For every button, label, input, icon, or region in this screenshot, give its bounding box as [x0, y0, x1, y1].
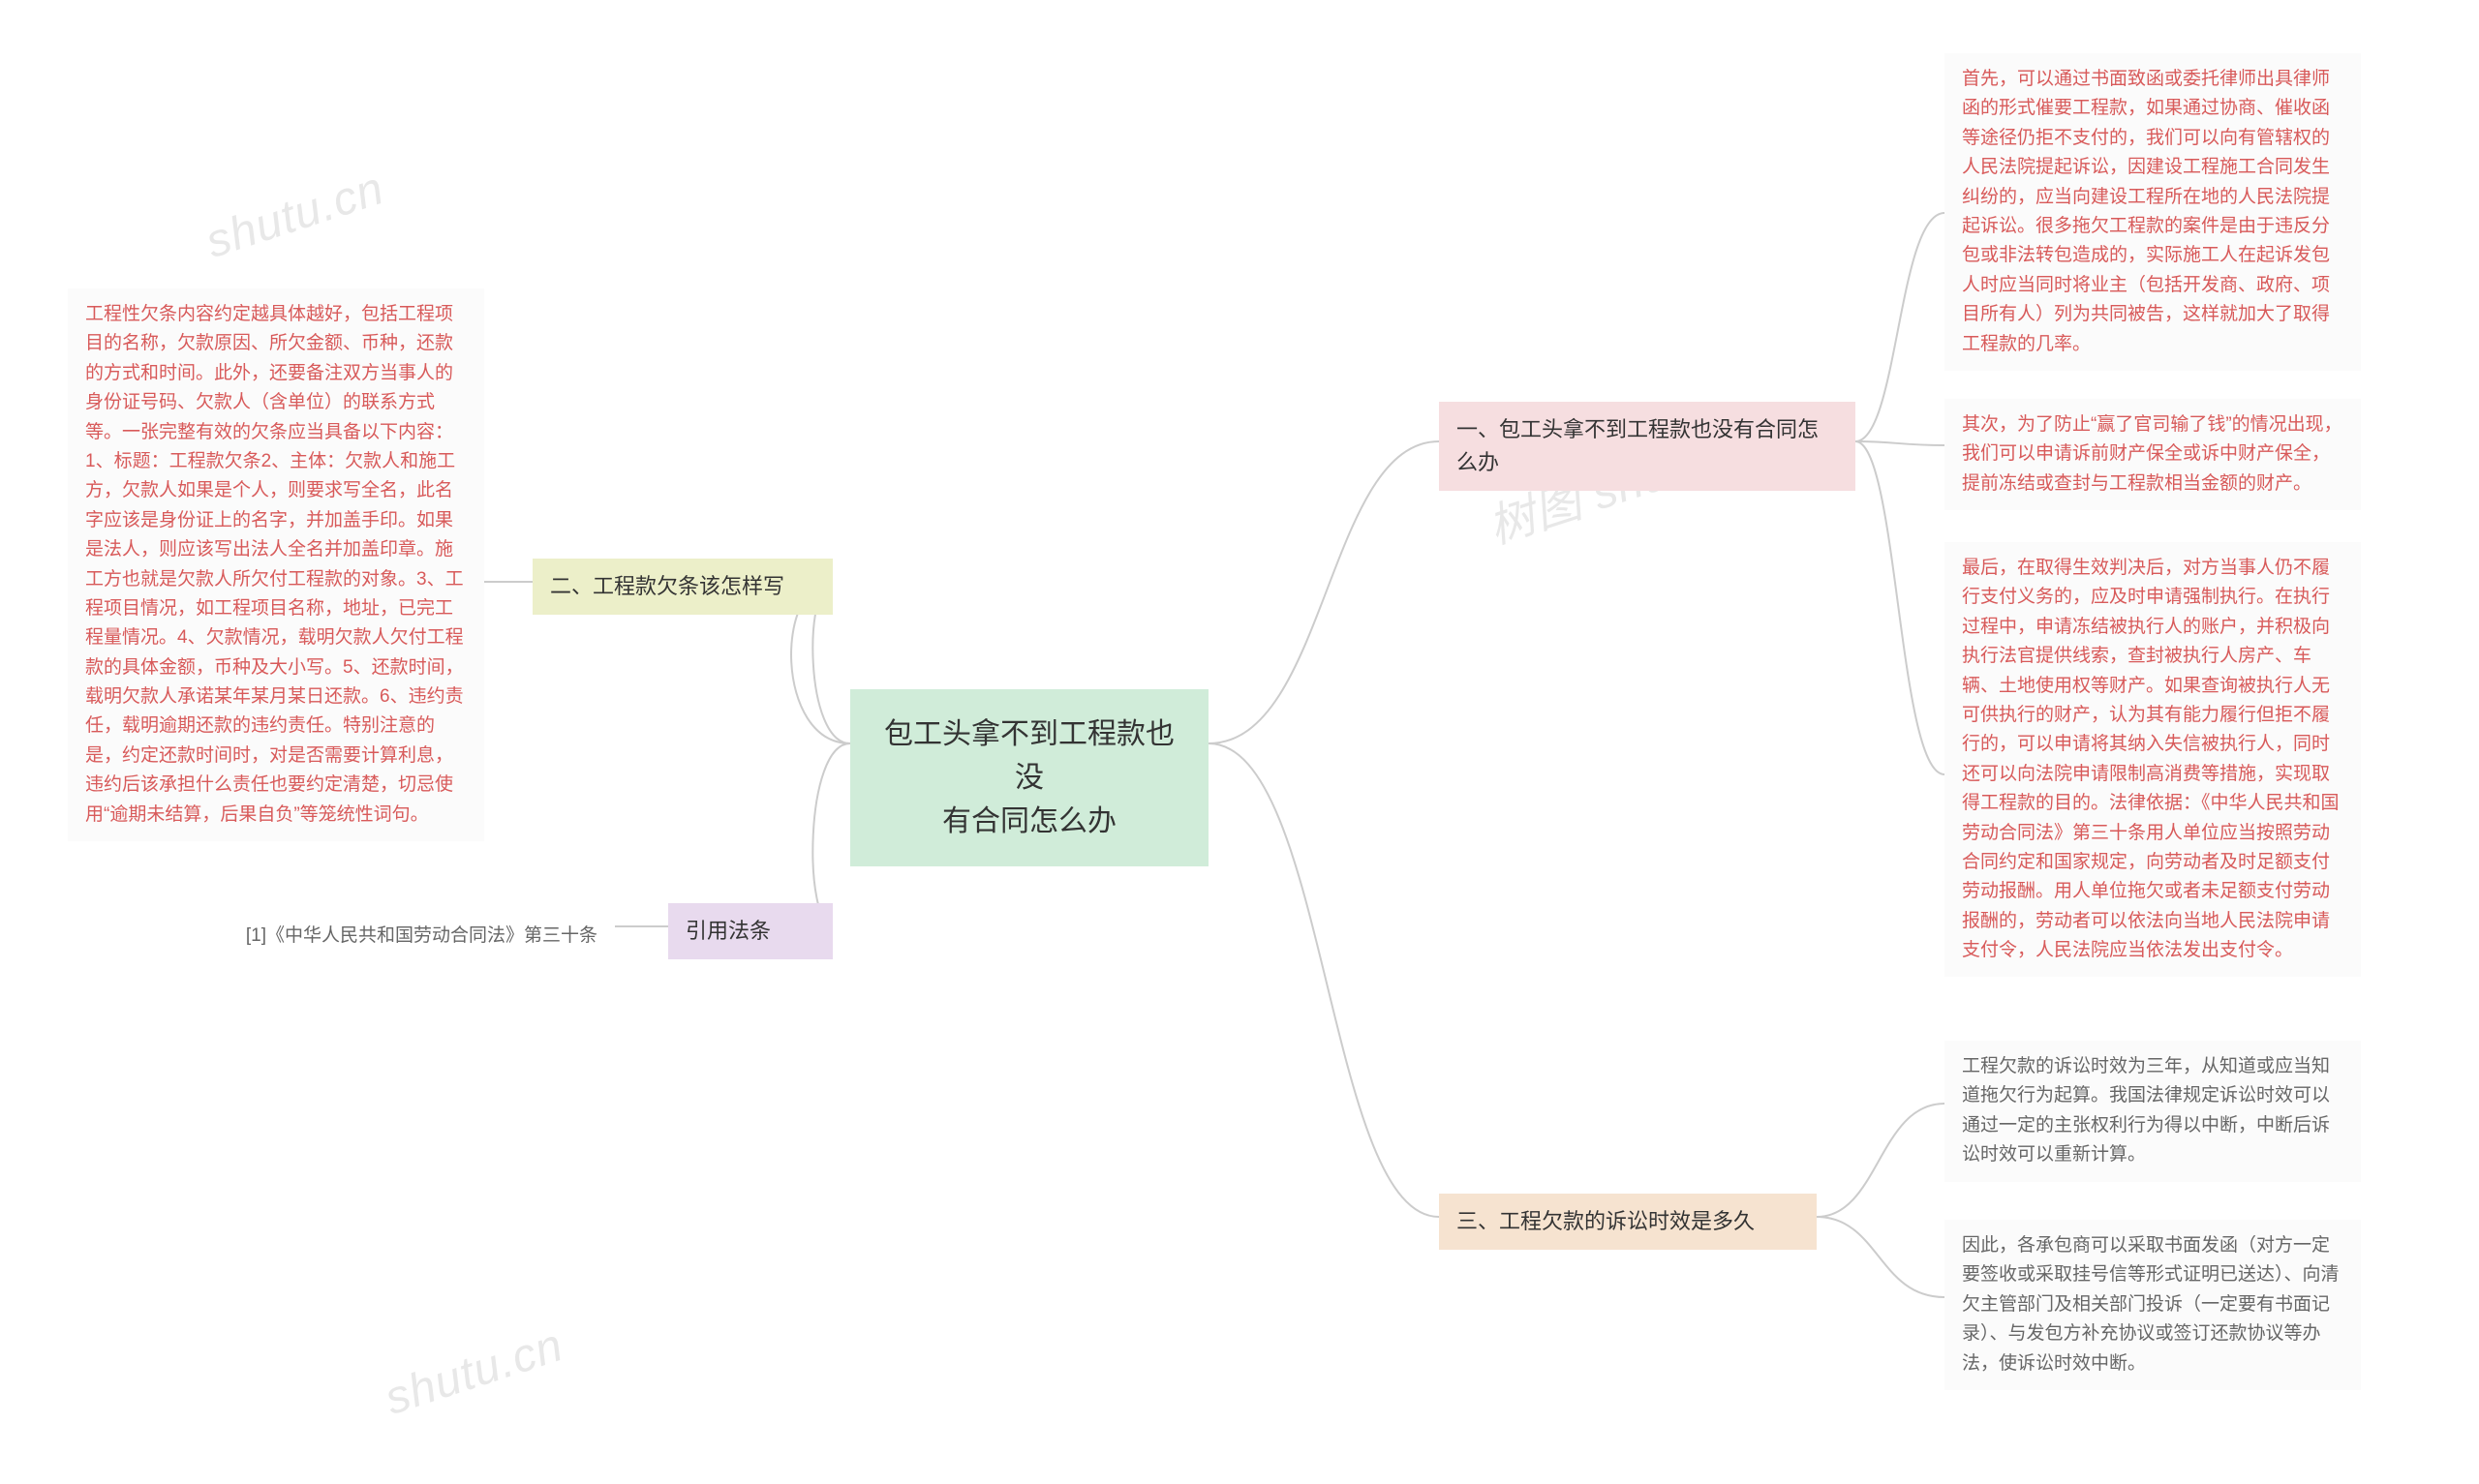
branch-node-4[interactable]: 引用法条 — [668, 903, 833, 959]
branch-label: 三、工程欠款的诉讼时效是多久 — [1456, 1209, 1755, 1233]
leaf-text: 其次，为了防止“赢了官司输了钱”的情况出现，我们可以申请诉前财产保全或诉中财产保… — [1962, 414, 2342, 494]
branch-label: 一、包工头拿不到工程款也没有合同怎么办 — [1456, 417, 1819, 474]
root-label: 包工头拿不到工程款也没 有合同怎么办 — [884, 718, 1175, 837]
watermark: shutu.cn — [379, 1318, 569, 1426]
leaf-text: 工程性欠条内容约定越具体越好，包括工程项目的名称，欠款原因、所欠金额、币种，还款… — [85, 304, 464, 825]
leaf-node[interactable]: [1]《中华人民共和国劳动合同法》第三十条 — [150, 910, 615, 962]
branch-label: 引用法条 — [686, 919, 771, 943]
leaf-text: 因此，各承包商可以采取书面发函（对方一定要签收或采取挂号信等形式证明已送达）、向… — [1962, 1235, 2340, 1374]
leaf-node[interactable]: 因此，各承包商可以采取书面发函（对方一定要签收或采取挂号信等形式证明已送达）、向… — [1944, 1220, 2361, 1390]
leaf-node[interactable]: 工程性欠条内容约定越具体越好，包括工程项目的名称，欠款原因、所欠金额、币种，还款… — [68, 288, 484, 841]
leaf-node[interactable]: 首先，可以通过书面致函或委托律师出具律师函的形式催要工程款，如果通过协商、催收函… — [1944, 53, 2361, 371]
leaf-node[interactable]: 工程欠款的诉讼时效为三年，从知道或应当知道拖欠行为起算。我国法律规定诉讼时效可以… — [1944, 1041, 2361, 1182]
branch-node-3[interactable]: 三、工程欠款的诉讼时效是多久 — [1439, 1194, 1817, 1250]
leaf-text: 首先，可以通过书面致函或委托律师出具律师函的形式催要工程款，如果通过协商、催收函… — [1962, 69, 2330, 354]
leaf-text: 工程欠款的诉讼时效为三年，从知道或应当知道拖欠行为起算。我国法律规定诉讼时效可以… — [1962, 1056, 2330, 1165]
leaf-text: [1]《中华人民共和国劳动合同法》第三十条 — [246, 925, 597, 946]
root-node[interactable]: 包工头拿不到工程款也没 有合同怎么办 — [850, 689, 1209, 866]
branch-node-2[interactable]: 二、工程款欠条该怎样写 — [533, 559, 833, 615]
leaf-text: 最后，在取得生效判决后，对方当事人仍不履行支付义务的，应及时申请强制执行。在执行… — [1962, 558, 2340, 960]
watermark: shutu.cn — [199, 162, 390, 269]
mindmap-canvas: shutu.cn 树图 shutu.cn shutu.cn 包工头拿不到工程款也… — [0, 0, 2479, 1484]
leaf-node[interactable]: 最后，在取得生效判决后，对方当事人仍不履行支付义务的，应及时申请强制执行。在执行… — [1944, 542, 2361, 977]
leaf-node[interactable]: 其次，为了防止“赢了官司输了钱”的情况出现，我们可以申请诉前财产保全或诉中财产保… — [1944, 399, 2361, 510]
branch-label: 二、工程款欠条该怎样写 — [550, 574, 784, 598]
branch-node-1[interactable]: 一、包工头拿不到工程款也没有合同怎么办 — [1439, 402, 1855, 491]
